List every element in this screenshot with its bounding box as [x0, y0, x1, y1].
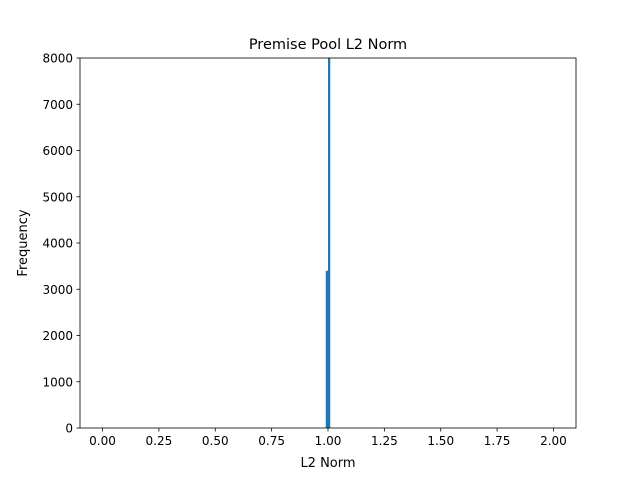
chart-title: Premise Pool L2 Norm	[249, 37, 407, 53]
y-tick-label: 4000	[42, 237, 73, 251]
y-tick-label: 8000	[42, 52, 73, 66]
y-tick-label: 3000	[42, 283, 73, 297]
y-tick-label: 0	[65, 422, 73, 436]
x-tick-label: 1.25	[371, 434, 398, 448]
axes-frame	[79, 57, 577, 429]
x-tick-label: 0.00	[89, 434, 116, 448]
y-tick-label: 5000	[42, 190, 73, 204]
x-tick-label: 1.50	[427, 434, 454, 448]
x-axis-label: L2 Norm	[300, 456, 355, 471]
histogram-bar-0	[325, 270, 328, 428]
x-tick-label: 0.75	[258, 434, 285, 448]
bars	[325, 58, 331, 428]
x-axis-ticks: 0.00 0.25 0.50 0.75 1.00 1.25 1.50 1.75 2.00	[89, 428, 567, 448]
x-tick-label: 2.00	[540, 434, 567, 448]
plot-area: 0.00 0.25 0.50 0.75 1.00 1.25 1.50 1.75 2.00 0 10…	[42, 52, 577, 448]
y-tick-label: 7000	[42, 98, 73, 112]
y-tick-label: 6000	[42, 144, 73, 158]
x-tick-label: 0.25	[146, 434, 173, 448]
y-tick-label: 1000	[42, 375, 73, 389]
x-tick-label: 0.50	[202, 434, 229, 448]
x-tick-label: 1.75	[484, 434, 511, 448]
y-tick-label: 2000	[42, 329, 73, 343]
y-axis-label: Frequency	[16, 209, 31, 276]
y-axis-ticks: 0 1000 2000 3000 4000 5000 6000 7000 8000	[42, 52, 80, 436]
histogram-bar-1	[328, 58, 331, 428]
x-tick-label: 1.00	[315, 434, 342, 448]
